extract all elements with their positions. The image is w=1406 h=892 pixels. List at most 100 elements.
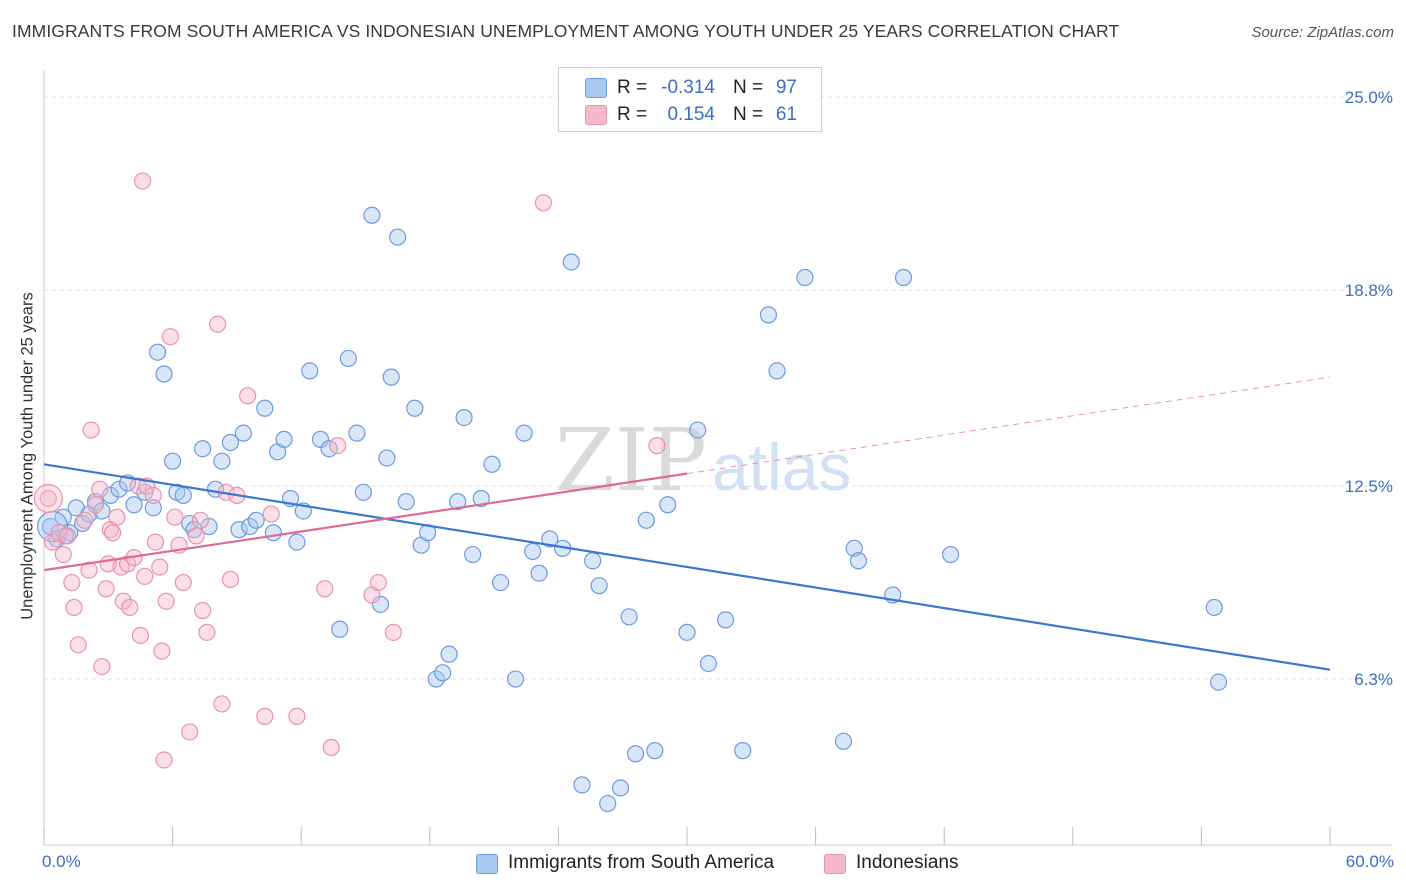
point-south-america-81 xyxy=(689,421,707,439)
legend-row-indonesians: R = 0.154 N = 61 xyxy=(559,102,821,128)
point-south-america-63 xyxy=(506,670,525,688)
point-south-america-90 xyxy=(849,552,868,570)
point-south-america-26 xyxy=(221,433,240,452)
point-indonesians-4 xyxy=(58,527,77,545)
x-tick-label-max: 60.0% xyxy=(1345,852,1394,871)
legend-r-label: R = xyxy=(617,77,648,98)
point-south-america-30 xyxy=(247,511,265,529)
bottom-legend-label: Immigrants from South America xyxy=(508,852,775,873)
point-south-america-47 xyxy=(378,449,396,467)
point-indonesians-50 xyxy=(256,707,274,725)
point-south-america-54 xyxy=(427,670,445,688)
point-south-america-61 xyxy=(483,455,501,473)
point-indonesians-0 xyxy=(39,489,57,508)
point-south-america-75 xyxy=(620,608,638,626)
bottom-legend-swatch-pink xyxy=(824,854,846,874)
point-south-america-76 xyxy=(626,745,645,763)
y-tick-label-1: 12.5% xyxy=(1345,477,1393,496)
point-south-america-87 xyxy=(796,268,814,287)
point-indonesians-1 xyxy=(43,533,62,551)
point-south-america-48 xyxy=(382,368,400,386)
point-indonesians-27 xyxy=(136,567,154,585)
point-indonesians-54 xyxy=(322,738,340,757)
point-indonesians-38 xyxy=(174,573,192,592)
y-tick-label-3: 25.0% xyxy=(1345,88,1393,107)
point-south-america-73 xyxy=(599,794,617,813)
point-south-america-70 xyxy=(573,776,591,794)
watermark-atlas: atlas xyxy=(712,430,851,504)
point-indonesians-3 xyxy=(54,545,72,564)
point-south-america-93 xyxy=(942,545,960,564)
trend-line-indonesians xyxy=(43,472,688,572)
series-indonesians-points xyxy=(33,172,666,769)
y-axis-label: Unemployment Among Youth under 25 years xyxy=(18,292,37,620)
point-south-america-60 xyxy=(472,489,490,508)
point-indonesians-22 xyxy=(121,598,139,617)
point-south-america-43 xyxy=(348,424,366,442)
legend-r-value: -0.314 xyxy=(661,77,715,98)
point-indonesians-58 xyxy=(384,623,402,641)
point-south-america-78 xyxy=(646,742,664,760)
legend-n-label: N = xyxy=(733,77,764,98)
chart-title: IMMIGRANTS FROM SOUTH AMERICA VS INDONES… xyxy=(12,21,1120,41)
point-indonesians-32 xyxy=(153,642,171,660)
point-indonesians-40 xyxy=(187,527,205,545)
legend-row-south-america: R = -0.314 N = 97 xyxy=(559,75,821,101)
point-south-america-27 xyxy=(230,521,248,539)
legend-n-value: 61 xyxy=(775,104,797,125)
point-south-america-28 xyxy=(234,424,252,442)
point-south-america-12 xyxy=(125,496,143,514)
point-south-america-38 xyxy=(301,362,319,380)
bottom-legend-label: Indonesians xyxy=(856,852,959,873)
point-indonesians-10 xyxy=(82,421,100,439)
point-indonesians-39 xyxy=(181,723,199,741)
point-indonesians-11 xyxy=(86,496,105,514)
trend-line-indonesians-extension xyxy=(686,376,1331,475)
point-indonesians-60 xyxy=(648,437,666,455)
point-south-america-83 xyxy=(716,611,735,629)
bottom-legend-swatch-blue xyxy=(476,854,498,874)
point-south-america-23 xyxy=(200,517,218,536)
point-south-america-34 xyxy=(275,430,293,448)
y-tick-labels: 6.3% 12.5% 18.8% 25.0% xyxy=(1345,88,1393,689)
point-south-america-10 xyxy=(110,480,128,498)
point-south-america-94 xyxy=(1205,598,1223,617)
point-indonesians-53 xyxy=(316,580,334,598)
x-tick-label-min: 0.0% xyxy=(42,852,81,871)
point-south-america-46 xyxy=(371,595,390,613)
legend-n-value: 97 xyxy=(775,77,797,98)
point-indonesians-13 xyxy=(93,657,111,676)
point-indonesians-52 xyxy=(288,707,306,725)
point-south-america-15 xyxy=(148,343,167,361)
point-indonesians-17 xyxy=(103,524,122,542)
legend-n-label: N = xyxy=(733,104,764,125)
point-indonesians-14 xyxy=(97,580,115,598)
watermark-zip: ZIP xyxy=(555,411,707,511)
point-indonesians-5 xyxy=(63,573,81,592)
point-south-america-65 xyxy=(524,542,542,561)
point-south-america-80 xyxy=(678,623,696,641)
point-indonesians-cluster xyxy=(33,483,63,514)
point-indonesians-51 xyxy=(262,505,280,523)
point-south-america-17 xyxy=(164,452,182,470)
point-south-america-51 xyxy=(406,399,424,417)
point-indonesians-26 xyxy=(133,172,152,190)
point-south-america-32 xyxy=(264,524,282,542)
point-indonesians-20 xyxy=(114,592,132,610)
point-south-america-59 xyxy=(464,545,482,564)
point-indonesians-30 xyxy=(146,533,165,551)
point-indonesians-21 xyxy=(118,555,137,573)
point-south-america-41 xyxy=(331,620,349,638)
gridlines xyxy=(44,96,1392,680)
point-south-america-5 xyxy=(73,514,92,533)
point-indonesians-8 xyxy=(76,511,94,529)
trend-lines xyxy=(43,376,1331,671)
point-south-america-19 xyxy=(174,486,192,504)
legend-swatch-pink xyxy=(585,105,607,125)
point-indonesians-31 xyxy=(151,558,169,576)
point-indonesians-25 xyxy=(131,626,150,645)
point-indonesians-7 xyxy=(69,636,87,654)
point-south-america-82 xyxy=(699,654,718,673)
point-south-america-79 xyxy=(659,496,677,514)
point-south-america-67 xyxy=(541,530,559,548)
